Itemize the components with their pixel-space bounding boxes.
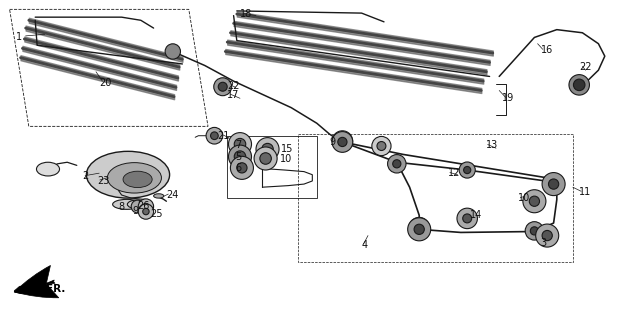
Text: 18: 18: [240, 9, 252, 19]
Ellipse shape: [143, 208, 149, 215]
Text: 5: 5: [235, 152, 241, 162]
Ellipse shape: [542, 231, 552, 241]
Ellipse shape: [332, 132, 353, 152]
Ellipse shape: [372, 136, 391, 156]
Ellipse shape: [138, 204, 154, 219]
Text: 16: 16: [541, 45, 553, 55]
Ellipse shape: [569, 75, 589, 95]
Ellipse shape: [260, 153, 271, 164]
Ellipse shape: [338, 137, 347, 147]
Text: 23: 23: [97, 176, 109, 186]
Ellipse shape: [573, 79, 585, 90]
Ellipse shape: [542, 173, 565, 196]
Ellipse shape: [531, 227, 538, 235]
Text: 22: 22: [227, 81, 240, 91]
Ellipse shape: [214, 78, 232, 96]
Ellipse shape: [409, 217, 429, 238]
Ellipse shape: [143, 203, 149, 210]
Ellipse shape: [234, 139, 246, 150]
Text: 13: 13: [486, 140, 499, 150]
Text: 22: 22: [579, 62, 592, 72]
Text: 14: 14: [470, 210, 483, 220]
Ellipse shape: [414, 224, 424, 234]
Ellipse shape: [108, 163, 161, 193]
Text: 8: 8: [118, 202, 125, 212]
Ellipse shape: [237, 163, 247, 173]
Text: 25: 25: [150, 209, 163, 219]
FancyArrowPatch shape: [14, 266, 59, 298]
Text: 3: 3: [541, 238, 547, 248]
Ellipse shape: [393, 160, 401, 168]
Ellipse shape: [408, 218, 431, 241]
Ellipse shape: [333, 132, 351, 150]
Ellipse shape: [548, 179, 559, 189]
Ellipse shape: [165, 44, 180, 59]
Text: 10: 10: [518, 193, 531, 203]
Ellipse shape: [463, 214, 472, 223]
Text: FR.: FR.: [46, 284, 65, 294]
Ellipse shape: [113, 199, 141, 209]
Text: 2: 2: [82, 171, 88, 181]
Ellipse shape: [262, 144, 273, 155]
Ellipse shape: [536, 224, 559, 247]
Text: 26: 26: [138, 201, 150, 211]
Ellipse shape: [211, 132, 218, 139]
Ellipse shape: [256, 138, 279, 161]
Text: 1: 1: [16, 32, 22, 42]
Text: 15: 15: [281, 144, 293, 154]
Ellipse shape: [415, 223, 424, 232]
Text: 20: 20: [99, 78, 111, 88]
Text: 4: 4: [362, 240, 368, 250]
Ellipse shape: [230, 156, 253, 179]
Text: 9: 9: [132, 206, 139, 216]
Ellipse shape: [228, 133, 252, 156]
Ellipse shape: [218, 82, 227, 91]
Ellipse shape: [154, 194, 164, 198]
Ellipse shape: [525, 222, 543, 240]
Ellipse shape: [127, 200, 148, 209]
Ellipse shape: [377, 142, 386, 150]
Ellipse shape: [36, 162, 60, 176]
Text: 24: 24: [166, 190, 179, 200]
Ellipse shape: [254, 147, 277, 170]
Ellipse shape: [228, 145, 252, 168]
Ellipse shape: [529, 196, 540, 206]
Ellipse shape: [138, 199, 154, 214]
Ellipse shape: [388, 154, 406, 173]
Ellipse shape: [523, 190, 546, 213]
Ellipse shape: [234, 151, 246, 162]
Text: 7: 7: [236, 140, 242, 150]
Text: 19: 19: [502, 93, 515, 103]
Ellipse shape: [457, 208, 477, 229]
Text: 6: 6: [236, 163, 242, 173]
Text: 12: 12: [448, 168, 460, 178]
Text: 21: 21: [218, 131, 230, 141]
Ellipse shape: [459, 162, 476, 178]
Ellipse shape: [123, 171, 152, 188]
Ellipse shape: [463, 167, 471, 173]
Ellipse shape: [86, 151, 170, 198]
Ellipse shape: [206, 127, 223, 144]
Text: 10: 10: [280, 154, 292, 164]
Text: 9: 9: [330, 137, 336, 147]
Text: 11: 11: [579, 187, 591, 197]
Ellipse shape: [131, 200, 144, 213]
Text: 17: 17: [227, 90, 239, 100]
